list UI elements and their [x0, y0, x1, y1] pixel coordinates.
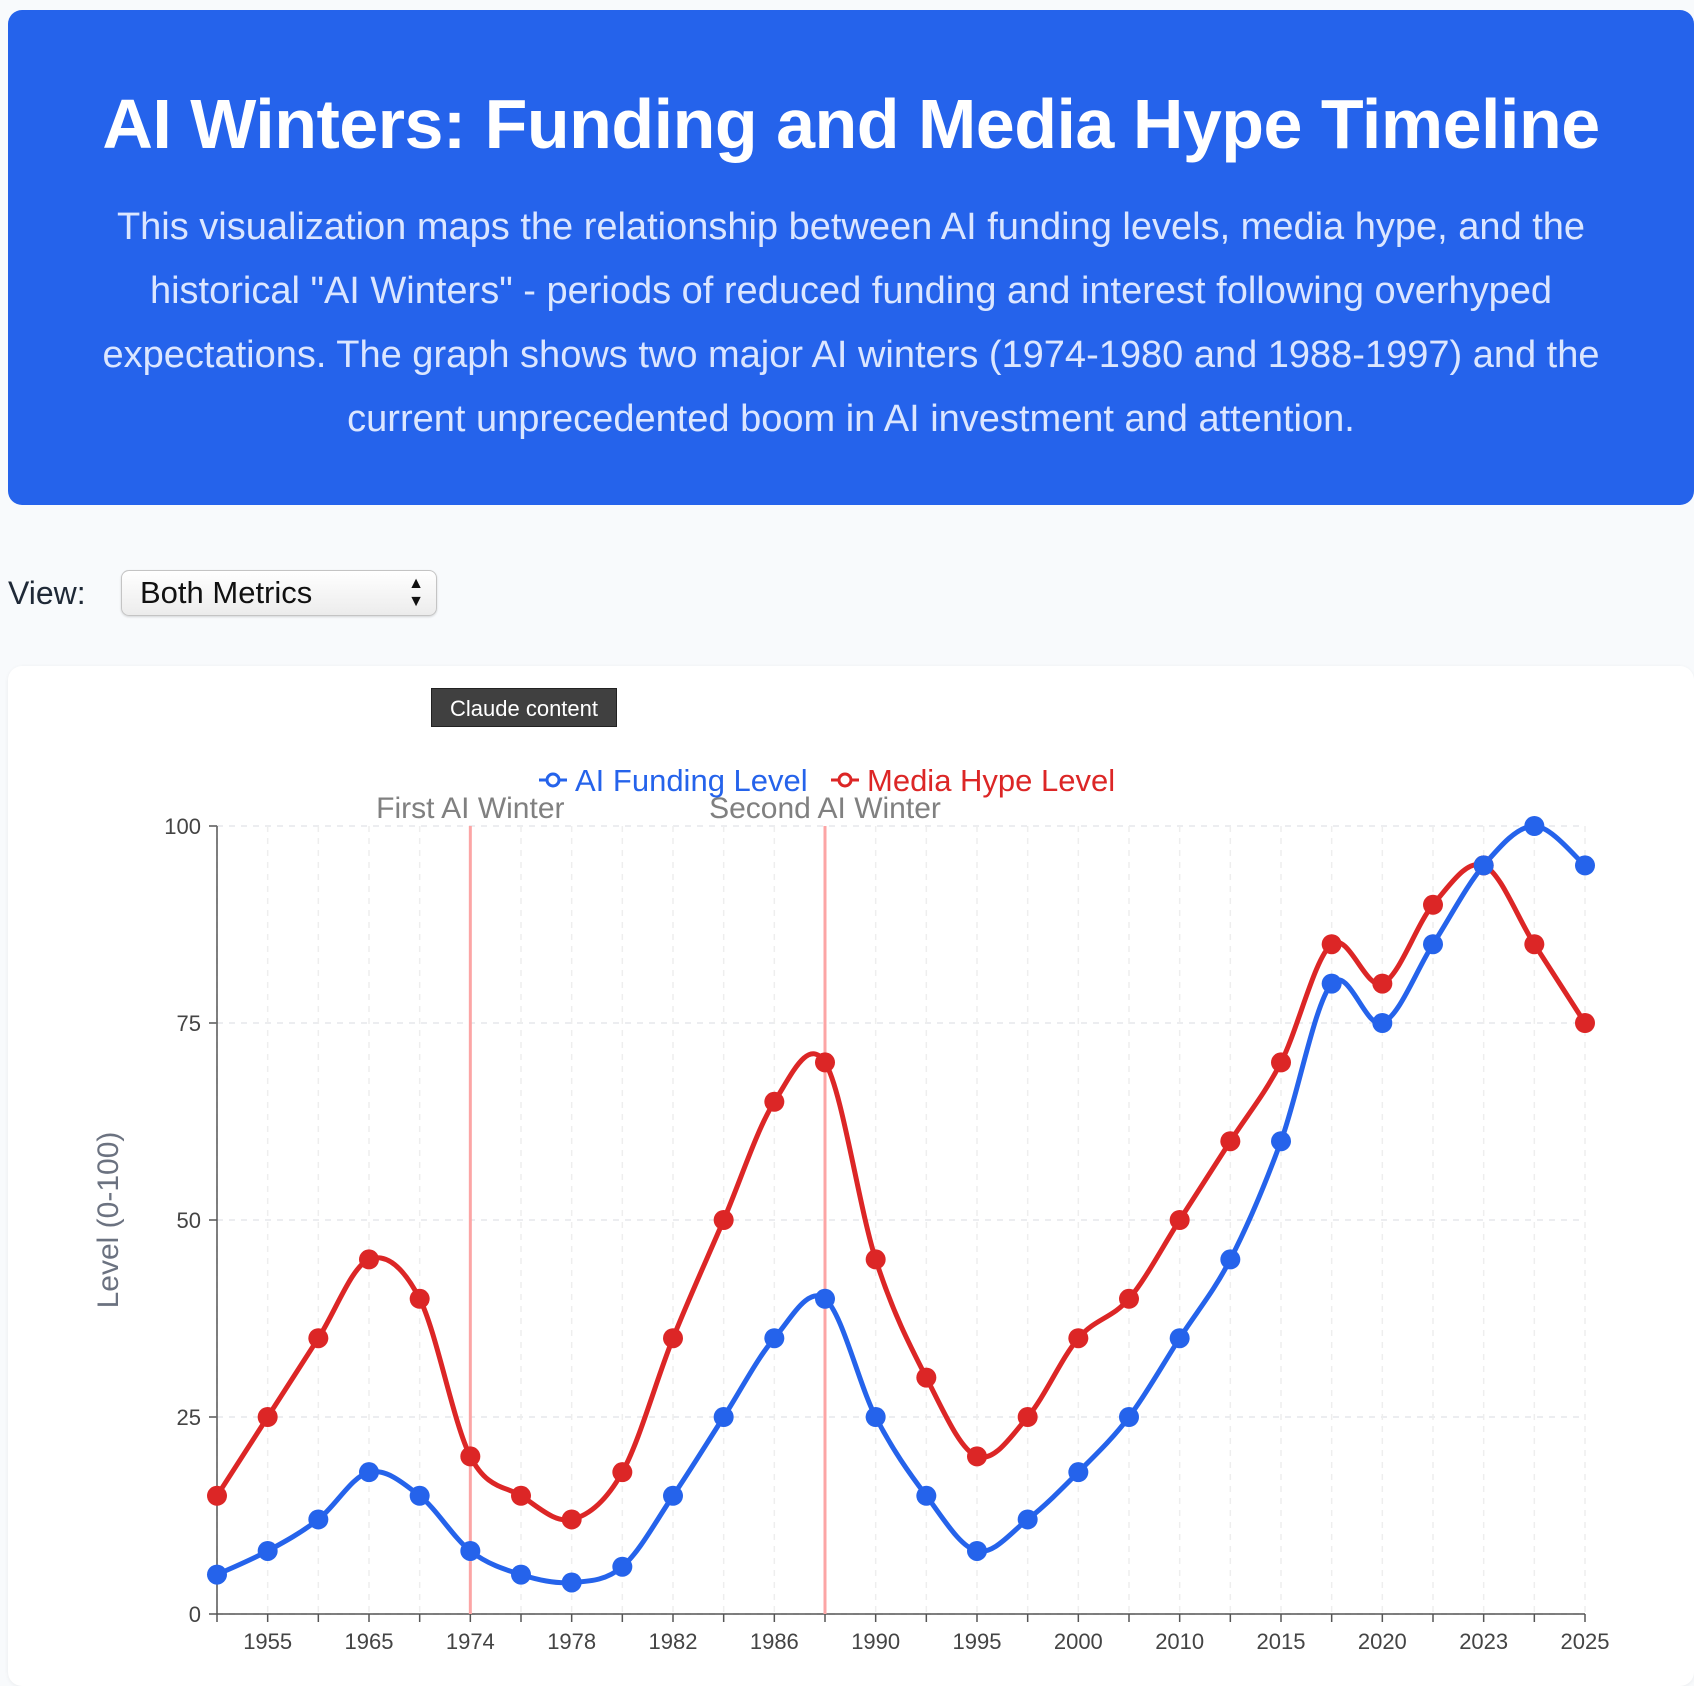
x-tick-label: 1955	[243, 1629, 292, 1654]
data-point-hype	[916, 1367, 937, 1388]
y-tick-label: 100	[164, 814, 201, 839]
select-arrows-icon: ▲ ▼	[408, 575, 424, 610]
data-point-hype	[713, 1210, 734, 1230]
legend-label: AI Funding Level	[575, 763, 808, 798]
x-tick-label: 2023	[1459, 1629, 1508, 1654]
data-point-funding	[1473, 855, 1494, 876]
winter-label: First AI Winter	[376, 792, 564, 825]
data-point-funding	[1017, 1509, 1038, 1530]
x-tick-label: 1974	[446, 1629, 495, 1654]
legend-marker-icon	[837, 772, 853, 788]
data-point-funding	[1524, 816, 1545, 836]
x-tick-label: 2015	[1257, 1629, 1306, 1654]
data-point-funding	[1220, 1249, 1241, 1270]
data-point-funding	[815, 1288, 835, 1309]
data-point-hype	[1068, 1328, 1089, 1349]
data-point-funding	[561, 1572, 582, 1593]
data-point-hype	[1575, 1013, 1595, 1033]
data-point-hype	[1321, 934, 1342, 955]
data-point-hype	[1271, 1052, 1291, 1073]
winter-label: Second AI Winter	[709, 792, 941, 825]
x-tick-label: 1982	[649, 1629, 698, 1654]
x-tick-label: 1965	[345, 1629, 394, 1654]
data-point-hype	[1169, 1210, 1190, 1230]
data-point-funding	[460, 1540, 481, 1561]
data-point-hype	[257, 1407, 278, 1427]
data-point-hype	[815, 1052, 835, 1073]
x-tick-label: 1986	[750, 1629, 799, 1654]
data-point-hype	[1017, 1407, 1038, 1427]
data-point-hype	[1220, 1131, 1241, 1152]
data-point-funding	[359, 1462, 379, 1483]
x-tick-label: 2020	[1358, 1629, 1407, 1654]
x-tick-label: 1978	[547, 1629, 596, 1654]
page-title: AI Winters: Funding and Media Hype Timel…	[102, 85, 1600, 163]
data-point-funding	[511, 1564, 531, 1585]
header-banner: AI Winters: Funding and Media Hype Timel…	[8, 10, 1694, 505]
data-point-hype	[612, 1462, 633, 1483]
chart-card	[8, 666, 1694, 1686]
view-controls: View: Both Metrics ▲ ▼	[8, 568, 437, 618]
legend-marker-icon	[545, 772, 561, 788]
data-point-funding	[207, 1564, 227, 1585]
data-point-funding	[865, 1407, 886, 1427]
data-point-hype	[460, 1446, 481, 1467]
data-point-funding	[1423, 934, 1443, 955]
series-line-hype	[214, 861, 1588, 1523]
data-point-hype	[1524, 934, 1545, 955]
x-tick-label: 1995	[953, 1629, 1002, 1654]
data-point-funding	[1271, 1131, 1291, 1152]
y-tick-label: 50	[177, 1208, 201, 1233]
y-axis-label: Level (0-100)	[92, 1132, 125, 1309]
view-select-value: Both Metrics	[140, 575, 313, 610]
y-tick-label: 0	[189, 1602, 201, 1627]
data-point-hype	[865, 1249, 886, 1270]
data-point-hype	[207, 1485, 227, 1506]
data-point-funding	[1169, 1328, 1190, 1349]
data-point-funding	[257, 1540, 278, 1561]
data-point-funding	[916, 1485, 937, 1506]
x-tick-label: 2025	[1561, 1629, 1610, 1654]
data-point-funding	[764, 1328, 785, 1349]
x-tick-label: 1990	[851, 1629, 900, 1654]
data-point-funding	[308, 1509, 329, 1530]
page-description: This visualization maps the relationship…	[102, 206, 1600, 440]
y-tick-label: 75	[177, 1011, 201, 1036]
data-point-hype	[1423, 894, 1443, 915]
y-tick-label: 25	[177, 1405, 201, 1430]
data-point-hype	[663, 1328, 683, 1349]
data-point-hype	[511, 1485, 531, 1506]
series-line-funding	[215, 823, 1587, 1586]
legend-label: Media Hype Level	[867, 763, 1115, 798]
data-point-funding	[967, 1540, 987, 1561]
data-point-funding	[612, 1556, 633, 1577]
data-point-hype	[1372, 973, 1393, 994]
view-label: View:	[8, 574, 86, 611]
data-point-funding	[1575, 855, 1595, 876]
data-point-hype	[561, 1509, 582, 1530]
x-tick-label: 2010	[1155, 1629, 1204, 1654]
view-select[interactable]: Both Metrics ▲ ▼	[121, 570, 437, 616]
data-point-funding	[1068, 1462, 1089, 1483]
data-point-funding	[409, 1485, 430, 1506]
data-point-hype	[764, 1091, 785, 1112]
data-point-funding	[1119, 1407, 1139, 1427]
x-tick-label: 2000	[1054, 1629, 1103, 1654]
data-point-funding	[1372, 1013, 1393, 1033]
data-point-hype	[1119, 1288, 1139, 1309]
data-point-funding	[713, 1407, 734, 1427]
data-point-hype	[967, 1446, 987, 1467]
data-point-funding	[1321, 973, 1342, 994]
data-point-hype	[359, 1249, 379, 1270]
data-point-funding	[663, 1485, 683, 1506]
data-point-hype	[308, 1328, 329, 1349]
data-point-hype	[409, 1288, 430, 1309]
tooltip: Claude content	[431, 688, 617, 727]
